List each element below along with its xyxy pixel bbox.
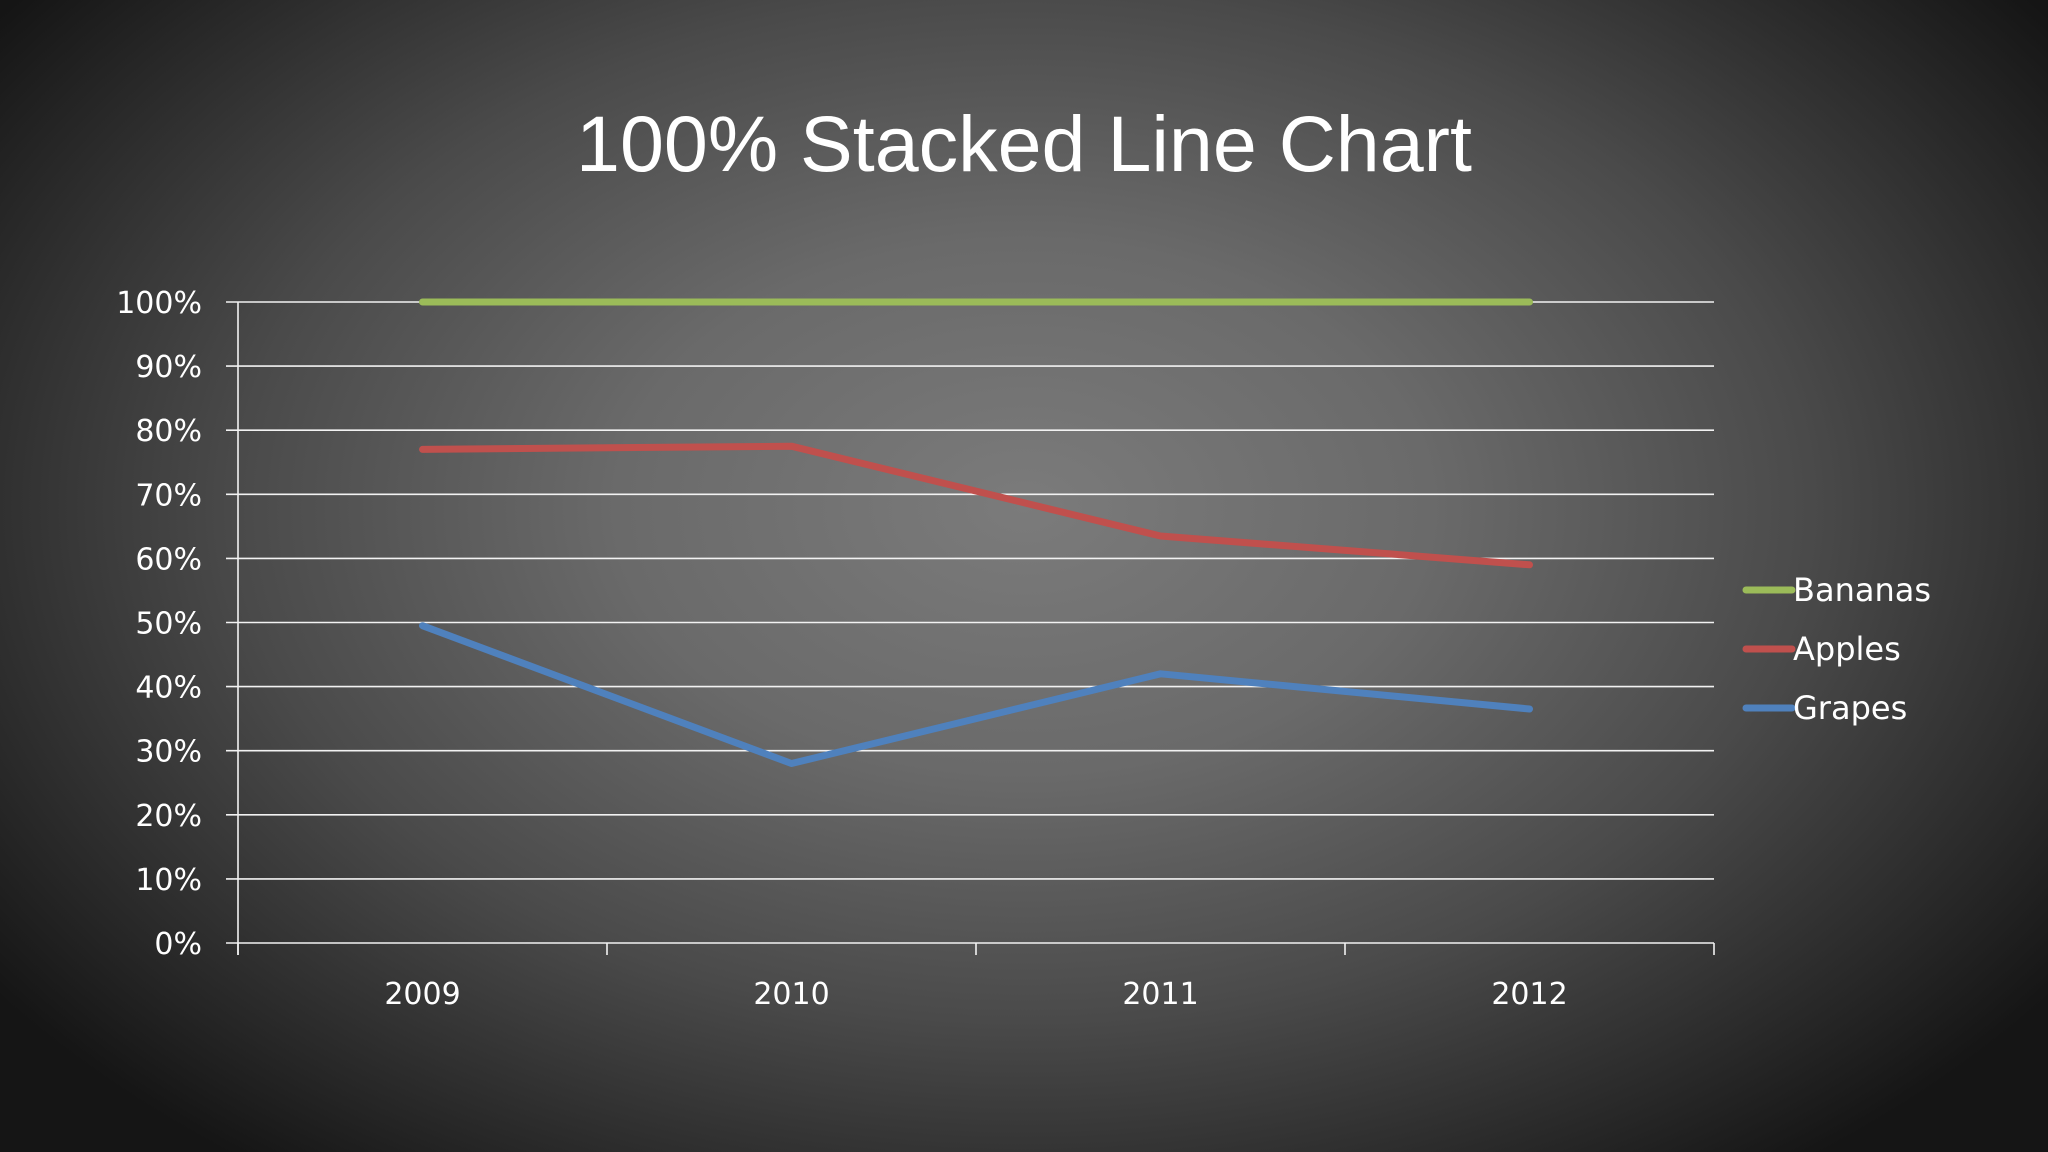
y-tick-label: 70% [135, 478, 202, 513]
gridlines [226, 301, 1714, 880]
legend-label-grapes: Grapes [1793, 689, 1907, 727]
x-tick-label: 2010 [753, 977, 829, 1012]
x-tick-label: 2012 [1491, 977, 1567, 1012]
y-tick-label: 80% [135, 414, 202, 449]
series-lines [419, 298, 1533, 767]
y-tick-label: 100% [116, 286, 202, 321]
y-tick-label: 30% [135, 735, 202, 770]
x-tick-label: 2011 [1122, 977, 1198, 1012]
y-tick-label: 40% [135, 671, 202, 706]
axes [226, 302, 1715, 955]
legend: Bananas Apples Grapes [1742, 571, 1931, 727]
y-tick-label: 20% [135, 799, 202, 834]
y-tick-label: 0% [154, 927, 202, 962]
y-tick-label: 50% [135, 607, 202, 642]
legend-label-apples: Apples [1793, 630, 1901, 668]
y-tick-label: 60% [135, 542, 202, 577]
x-tick-label: 2009 [384, 977, 460, 1012]
y-axis-tick-labels: 0% 10% 20% 30% 40% 50% 60% 70% 80% 90% 100% [116, 286, 202, 962]
legend-label-bananas: Bananas [1793, 571, 1931, 609]
series-line-grapes [419, 622, 1533, 767]
x-axis-tick-labels: 2009 2010 2011 2012 [384, 977, 1567, 1012]
y-tick-label: 10% [135, 863, 202, 898]
y-tick-label: 90% [135, 350, 202, 385]
chart-title: 100% Stacked Line Chart [576, 99, 1472, 188]
series-line-apples [419, 442, 1533, 569]
